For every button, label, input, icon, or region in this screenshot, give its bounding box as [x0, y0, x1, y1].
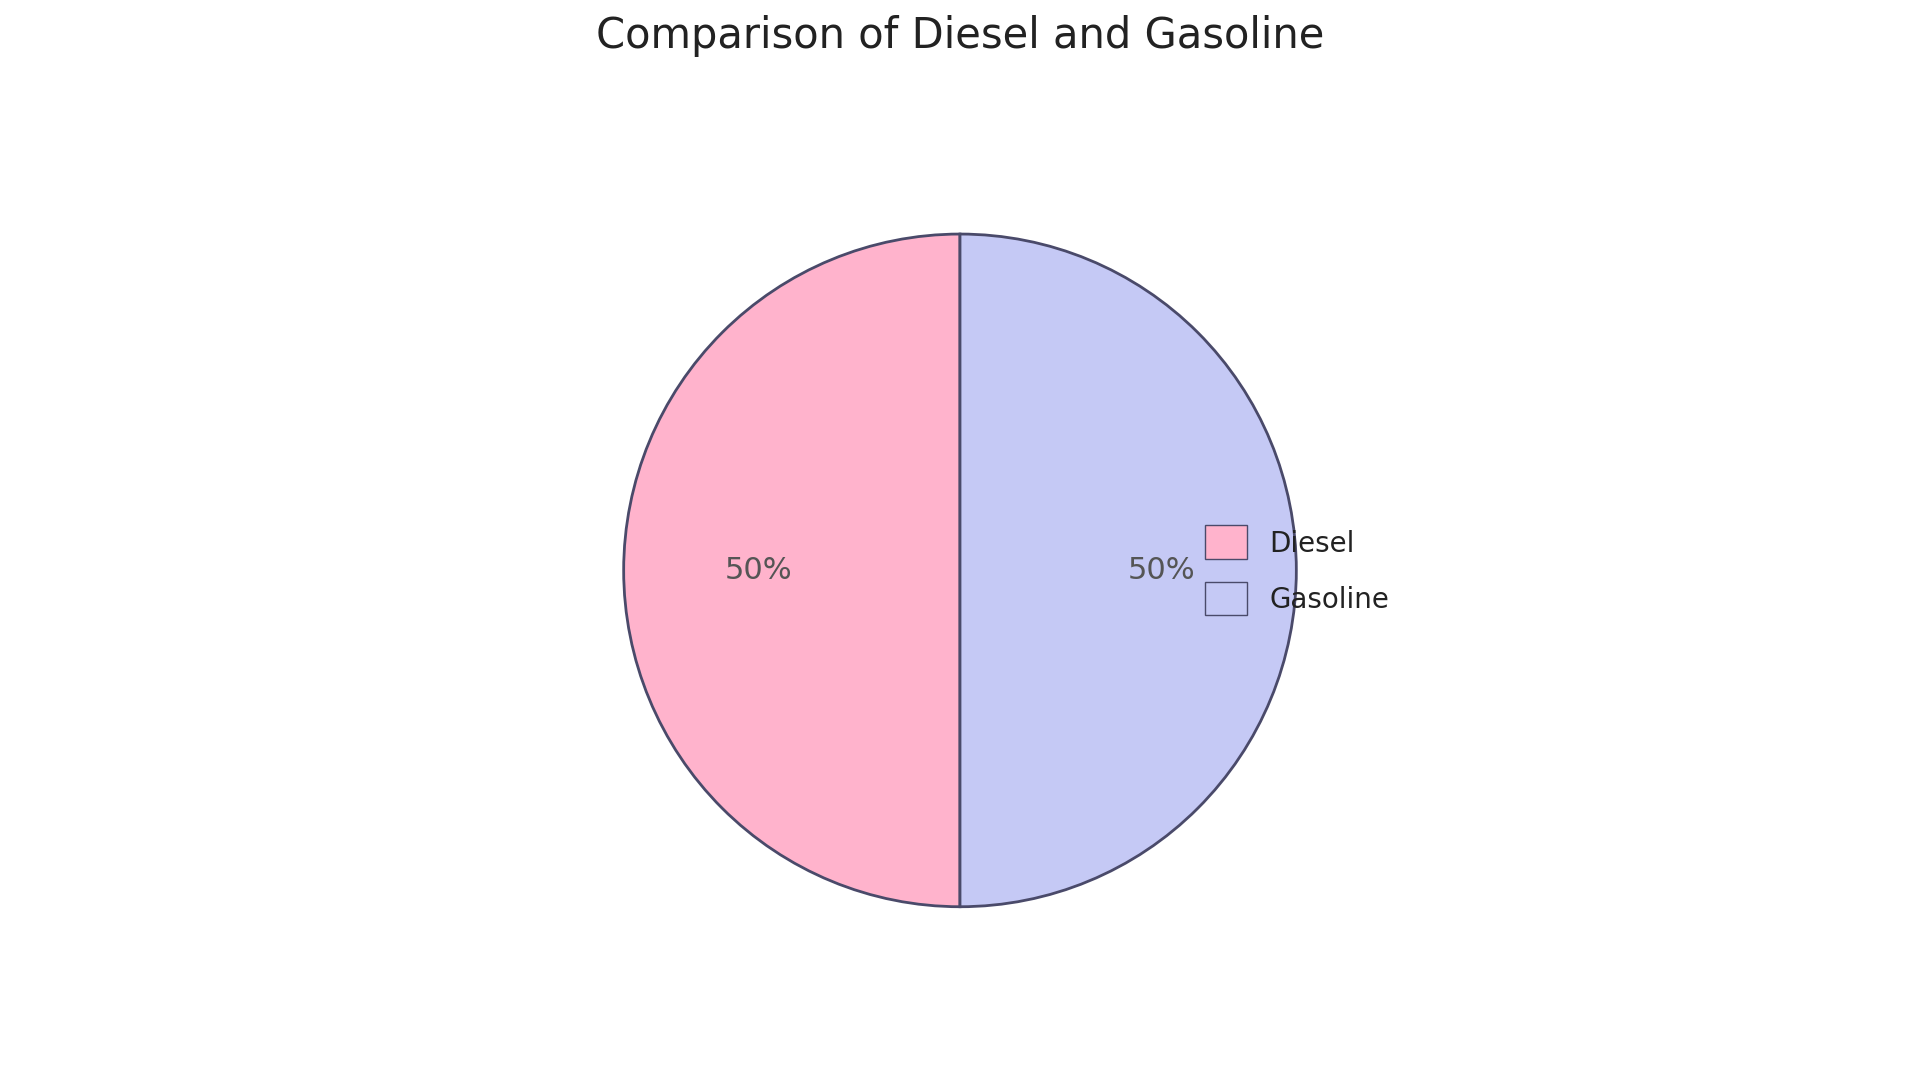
Text: 50%: 50%	[1127, 556, 1196, 585]
Legend: Diesel, Gasoline: Diesel, Gasoline	[1192, 512, 1404, 630]
Wedge shape	[624, 234, 960, 907]
Wedge shape	[960, 234, 1296, 907]
Text: 50%: 50%	[724, 556, 793, 585]
Title: Comparison of Diesel and Gasoline: Comparison of Diesel and Gasoline	[595, 15, 1325, 57]
